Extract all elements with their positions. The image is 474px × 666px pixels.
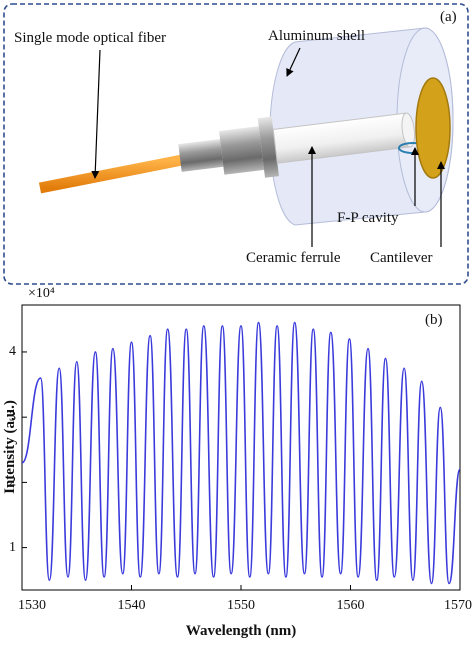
x-axis-label: Wavelength (nm) [186,623,296,639]
connector-flange [257,116,279,178]
cavity-label: F-P cavity [337,210,399,226]
ferrule-label: Ceramic ferrule [246,250,341,266]
y-tick-label: 3 [9,409,16,424]
y-tick-label: 2 [9,475,16,490]
shell-label: Aluminum shell [268,28,365,44]
spectrum-line [21,321,461,585]
cantilever [415,77,451,179]
x-tick-label: 1550 [227,598,255,613]
y-tick-label: 1 [9,540,16,555]
connector-body [219,126,265,175]
x-tick-label: 1540 [118,598,146,613]
x-tick-label: 1530 [18,598,46,613]
y-axis-label: Intensity (a.u.) [2,400,18,494]
arrow [286,47,301,77]
chart: ×10⁴ (b) Wavelength (nm) Intensity (a.u.… [2,286,472,639]
ferrule-assembly [178,112,416,178]
arrow [91,49,101,179]
fiber-connector [178,138,224,172]
fiber-label: Single mode optical fiber [14,30,166,46]
panel-label: (b) [425,312,443,328]
x-tick-label: 1560 [337,598,365,613]
panel-label: (a) [440,9,457,25]
optical-fiber [38,154,184,194]
x-tick-label: 1570 [444,598,472,613]
y-multiplier: ×10⁴ [28,286,55,301]
ferrule-end [401,112,416,148]
diagram-panel: Single mode optical fiber Aluminum shell… [3,3,469,285]
cantilever-label: Cantilever [370,250,432,266]
panel-border [3,3,469,285]
y-tick-label: 4 [9,344,16,359]
